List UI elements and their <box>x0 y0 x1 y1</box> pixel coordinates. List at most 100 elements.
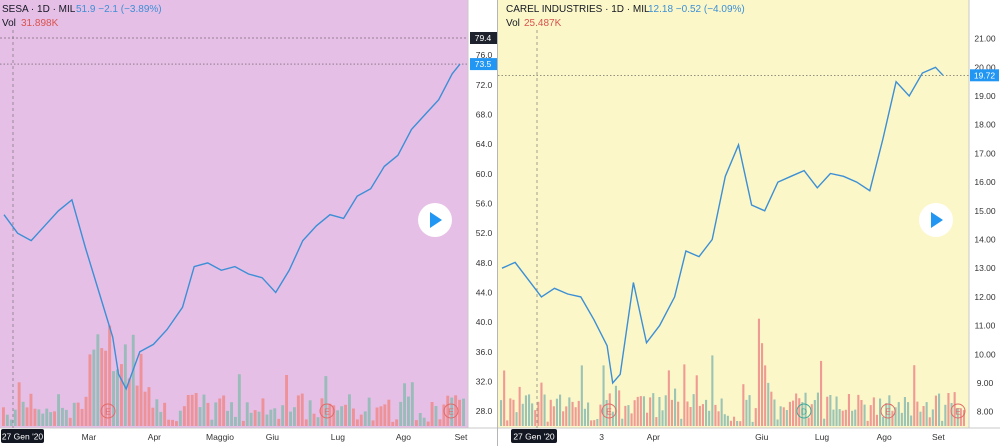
volume-bar <box>375 407 379 426</box>
volume-bar <box>717 411 720 426</box>
right-volume-label: Vol <box>506 18 520 29</box>
left-crosshair-date-text: 27 Gen '20 <box>2 432 44 442</box>
volume-bar <box>226 410 229 426</box>
volume-bar <box>300 393 304 426</box>
y-tick-label: 13.00 <box>974 263 996 273</box>
volume-bar <box>962 410 965 426</box>
volume-bar <box>49 412 53 426</box>
volume-bar <box>340 406 344 426</box>
y-tick-label: 44.0 <box>476 288 493 298</box>
volume-bar <box>897 402 900 426</box>
volume-bar <box>555 398 558 426</box>
volume-bar <box>857 394 860 426</box>
volume-bar <box>76 402 80 426</box>
left-earnings-marker[interactable]: E <box>443 403 459 419</box>
volume-bar <box>869 405 872 426</box>
left-volume-value: 31.898K <box>21 18 59 29</box>
volume-bar <box>450 397 454 426</box>
volume-bar <box>590 420 593 426</box>
left-earnings-marker[interactable]: E <box>100 403 116 419</box>
left-price-axis <box>468 0 497 446</box>
volume-bar <box>2 407 5 426</box>
volume-bar <box>241 420 245 426</box>
volume-bar <box>178 410 182 426</box>
volume-bar <box>577 400 580 426</box>
volume-bar <box>531 403 534 426</box>
volume-bar <box>509 398 512 426</box>
right-earnings-marker[interactable]: E <box>601 403 617 419</box>
volume-bar <box>159 411 163 426</box>
y-tick-label: 32.0 <box>476 377 493 387</box>
volume-bar <box>422 417 426 426</box>
volume-bar <box>655 417 658 426</box>
volume-bar <box>922 406 925 426</box>
y-tick-label: 11.00 <box>975 321 996 331</box>
volume-bar <box>754 408 757 426</box>
volume-bar <box>29 393 33 426</box>
volume-bar <box>407 396 410 426</box>
left-play-button[interactable] <box>418 203 452 237</box>
x-tick-label: Apr <box>148 432 161 442</box>
right-y-tick-labels: 8.00 9.00 10.00 11.00 12.00 13.00 14.00 15.00 16… <box>974 34 996 417</box>
volume-bar <box>720 398 723 426</box>
volume-bar <box>764 365 767 426</box>
volume-bar <box>96 334 100 426</box>
x-tick-label: Mar <box>82 432 97 442</box>
volume-bar <box>633 400 636 426</box>
y-tick-label: 56.0 <box>476 199 493 209</box>
volume-bar <box>624 405 627 426</box>
volume-bar <box>344 404 347 426</box>
volume-bar <box>296 395 300 426</box>
volume-bar <box>308 400 312 426</box>
volume-bar <box>108 325 112 426</box>
svg-text:E: E <box>324 407 330 417</box>
volume-bar <box>773 399 776 426</box>
volume-bar <box>779 406 782 426</box>
volume-bar <box>910 415 913 426</box>
volume-bar <box>748 395 751 426</box>
left-chart-panel[interactable]: 28.0 32.0 36.0 40.0 44.0 48.0 52.0 56.0 60.0 64.0… <box>0 0 497 446</box>
volume-bar <box>17 382 21 426</box>
right-play-button[interactable] <box>919 203 953 237</box>
volume-bar <box>324 376 328 426</box>
volume-bar <box>723 414 726 426</box>
right-time-axis <box>498 428 1000 446</box>
volume-bar <box>237 374 241 426</box>
volume-bar <box>757 318 760 426</box>
volume-bar <box>194 393 198 426</box>
volume-bar <box>667 370 670 426</box>
right-dividend-marker[interactable]: D <box>796 403 812 419</box>
volume-bar <box>552 406 555 426</box>
volume-bar <box>844 409 847 426</box>
right-symbol-title[interactable]: CAREL INDUSTRIES · 1D · MIL <box>506 4 650 15</box>
x-tick-label: Ago <box>877 432 892 442</box>
left-symbol-title[interactable]: SESA · 1D · MIL <box>2 4 76 15</box>
right-earnings-marker[interactable]: E <box>950 403 966 419</box>
volume-bar <box>614 385 617 426</box>
volume-bar <box>835 396 838 426</box>
right-crosshair-date-pill <box>511 429 557 443</box>
x-tick-label: Apr <box>647 432 660 442</box>
right-volume-bars <box>500 318 965 426</box>
volume-bar <box>434 406 438 426</box>
volume-bar <box>379 406 383 426</box>
volume-bar <box>677 401 680 426</box>
volume-bar <box>816 392 819 426</box>
volume-bar <box>534 410 537 426</box>
volume-bar <box>265 414 269 426</box>
volume-bar <box>391 421 395 426</box>
volume-bar <box>72 402 76 426</box>
volume-bar <box>882 416 885 426</box>
volume-bar <box>798 398 801 426</box>
volume-bar <box>916 401 919 426</box>
right-chart-panel[interactable]: 8.00 9.00 10.00 11.00 12.00 13.00 14.00 15.00 16… <box>498 0 1000 446</box>
volume-bar <box>289 411 292 426</box>
left-last-price-tag <box>470 58 497 71</box>
volume-bar <box>851 410 854 426</box>
right-earnings-marker[interactable]: E <box>880 403 896 419</box>
left-earnings-marker[interactable]: E <box>319 403 335 419</box>
volume-bar <box>328 403 332 426</box>
volume-bar <box>414 420 418 426</box>
